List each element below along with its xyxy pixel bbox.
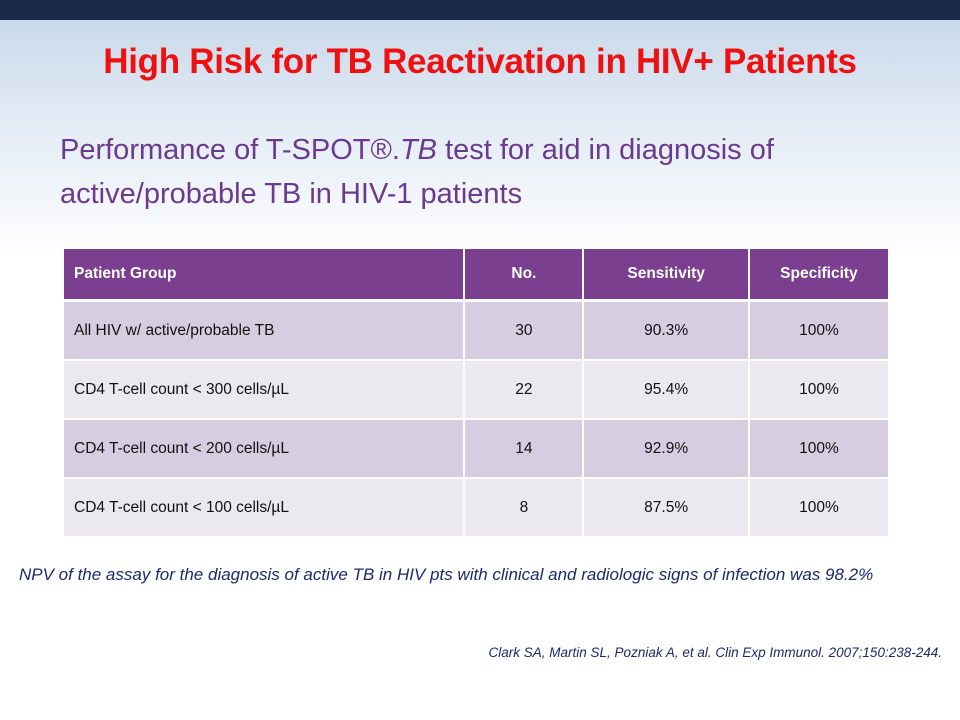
cell-group: CD4 T-cell count < 100 cells/µL [64,478,466,538]
subtitle-part2: test for aid in diagnosis of active/prob… [60,134,774,210]
top-bar [0,0,960,20]
slide-subtitle: Performance of T-SPOT®.TB test for aid i… [60,128,920,216]
table-header-row: Patient Group No. Sensitivity Specificit… [64,249,888,302]
cell-specificity: 100% [748,300,888,361]
cell-group: CD4 T-cell count < 200 cells/µL [64,419,466,479]
header-patient-group: Patient Group [64,249,466,302]
subtitle-part1: Performance of T-SPOT®. [60,134,400,166]
performance-table: Patient Group No. Sensitivity Specificit… [64,249,888,538]
cell-group: CD4 T-cell count < 300 cells/µL [64,360,466,420]
table-row: CD4 T-cell count < 200 cells/µL 14 92.9%… [64,419,888,479]
cell-sensitivity: 87.5% [583,478,750,538]
cell-no: 22 [464,360,585,420]
slide-title: High Risk for TB Reactivation in HIV+ Pa… [103,42,857,81]
subtitle-italic: TB [399,134,438,166]
header-specificity: Specificity [748,249,888,302]
npv-note: NPV of the assay for the diagnosis of ac… [19,565,874,584]
cell-no: 8 [464,478,585,538]
cell-no: 14 [464,419,585,479]
cell-sensitivity: 92.9% [583,419,750,479]
table-row: CD4 T-cell count < 100 cells/µL 8 87.5% … [64,478,888,538]
cell-group: All HIV w/ active/probable TB [64,300,466,361]
table-row: CD4 T-cell count < 300 cells/µL 22 95.4%… [64,360,888,420]
cell-no: 30 [464,300,585,361]
table-row: All HIV w/ active/probable TB 30 90.3% 1… [64,300,888,361]
cell-specificity: 100% [748,360,888,420]
cell-sensitivity: 90.3% [583,300,750,361]
header-sensitivity: Sensitivity [583,249,750,302]
cell-specificity: 100% [748,478,888,538]
cell-sensitivity: 95.4% [583,360,750,420]
cell-specificity: 100% [748,419,888,479]
header-no: No. [464,249,585,302]
citation: Clark SA, Martin SL, Pozniak A, et al. C… [488,645,942,660]
